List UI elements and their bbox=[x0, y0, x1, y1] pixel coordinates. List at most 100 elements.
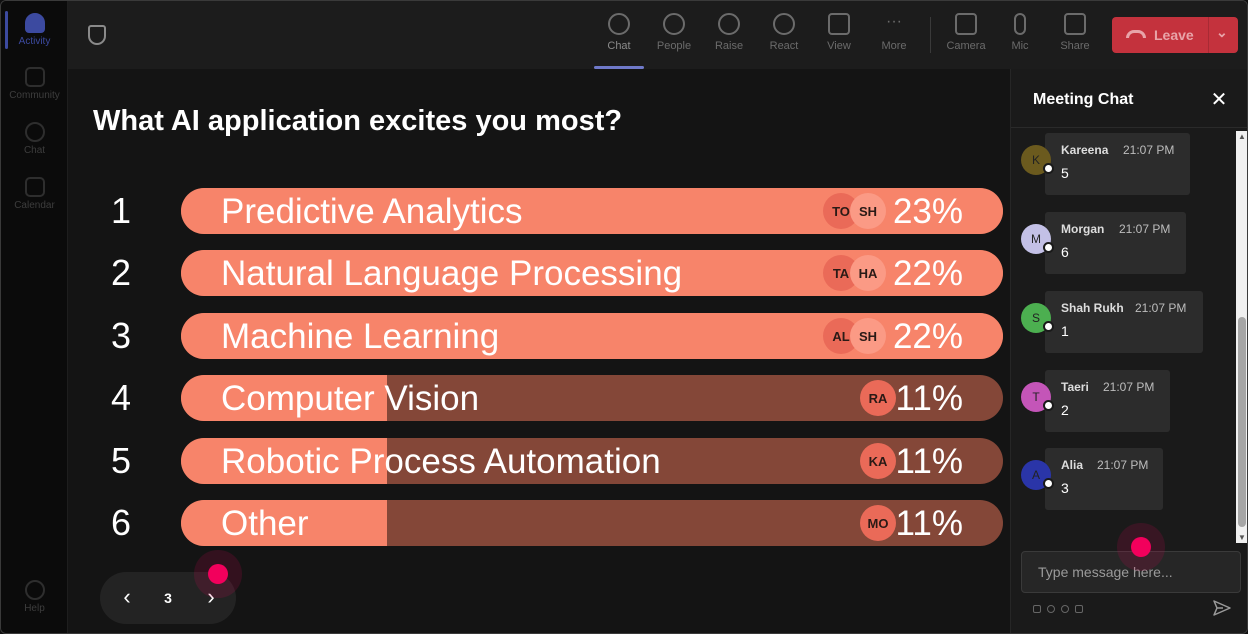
gif-icon[interactable] bbox=[1075, 605, 1083, 613]
rail-item-community[interactable]: Community bbox=[1, 67, 68, 101]
message-input[interactable] bbox=[1021, 551, 1241, 593]
chat-message: Morgan 21:07 PM 6 bbox=[1045, 212, 1186, 274]
poll-option-label: Other bbox=[221, 504, 309, 543]
leave-button[interactable]: Leave ⌄ bbox=[1112, 17, 1238, 53]
poll-option-label: Computer Vision bbox=[221, 379, 480, 418]
chat-title: Meeting Chat bbox=[1033, 91, 1134, 108]
attach-icon[interactable] bbox=[1047, 605, 1055, 613]
poll-option-bar[interactable]: Predictive Analytics TO SH 23% bbox=[181, 188, 1003, 234]
poll-option-number: 3 bbox=[110, 315, 132, 356]
poll-option-percent: 22% bbox=[892, 254, 963, 293]
avatar[interactable]: A bbox=[1021, 460, 1054, 490]
rail-item-help[interactable]: Help bbox=[1, 580, 68, 614]
chat-panel: Meeting Chat ✕ Kareena 21:07 PM 5 K Morgan 21… bbox=[1010, 69, 1247, 633]
scroll-down-icon[interactable]: ▼ bbox=[1238, 533, 1246, 542]
chat-button[interactable]: Chat bbox=[592, 11, 646, 69]
left-rail: Activity Community Chat Calendar Help bbox=[1, 1, 68, 633]
camera-button[interactable]: Camera bbox=[939, 11, 993, 63]
avatar-initial: S bbox=[1031, 311, 1040, 325]
rail-item-calendar[interactable]: Calendar bbox=[1, 177, 68, 211]
message-text: 6 bbox=[1061, 244, 1069, 260]
send-icon[interactable] bbox=[1213, 599, 1231, 617]
message-sender: Taeri bbox=[1061, 380, 1089, 394]
chat-message: Taeri 21:07 PM 2 bbox=[1045, 370, 1170, 432]
camera-button-label: Camera bbox=[946, 40, 986, 52]
poll-question: What AI application excites you most? bbox=[93, 105, 623, 137]
presence-indicator bbox=[1043, 478, 1054, 489]
voter-avatar: HA bbox=[850, 255, 886, 291]
poll-option-label: Robotic Process Automation bbox=[221, 442, 661, 481]
poll-option-bar[interactable]: Other MO 11% bbox=[181, 500, 1003, 546]
mic-icon bbox=[1014, 13, 1026, 35]
rail-item-activity[interactable]: Activity bbox=[1, 13, 68, 47]
toolbar-divider bbox=[930, 17, 931, 53]
voter-avatar: SH bbox=[850, 318, 886, 354]
avatar[interactable]: T bbox=[1021, 382, 1054, 412]
chevron-right-icon[interactable]: › bbox=[207, 584, 215, 609]
chat-scrollbar[interactable]: ▲ ▼ bbox=[1236, 131, 1247, 543]
avatar[interactable]: M bbox=[1021, 224, 1054, 254]
scroll-up-icon[interactable]: ▲ bbox=[1238, 132, 1246, 141]
chat-icon bbox=[24, 122, 45, 142]
help-icon bbox=[24, 580, 45, 600]
message-timestamp: 21:07 PM bbox=[1119, 222, 1171, 236]
meeting-toolbar: Chat People Raise React View ··· More Ca… bbox=[68, 1, 1247, 69]
share-button-label: Share bbox=[1060, 40, 1090, 52]
people-button[interactable]: People bbox=[647, 11, 701, 63]
message-text: 1 bbox=[1061, 323, 1069, 339]
avatar[interactable]: K bbox=[1021, 145, 1054, 175]
rail-item-chat[interactable]: Chat bbox=[1, 122, 68, 156]
shield-icon[interactable] bbox=[88, 25, 106, 45]
scrollbar-thumb[interactable] bbox=[1238, 317, 1246, 527]
mic-button[interactable]: Mic bbox=[993, 11, 1047, 63]
avatar[interactable]: S bbox=[1021, 303, 1054, 333]
rail-item-label: Chat bbox=[23, 145, 46, 156]
camera-off-icon bbox=[955, 13, 977, 35]
poll-option-percent: 11% bbox=[895, 442, 963, 481]
poll-option-number: 2 bbox=[110, 252, 132, 293]
people-icon bbox=[663, 13, 685, 35]
chat-button-label: Chat bbox=[607, 40, 631, 52]
react-icon bbox=[773, 13, 795, 35]
avatar-initial: A bbox=[1031, 468, 1040, 482]
raise-hand-button[interactable]: Raise bbox=[702, 11, 756, 63]
people-button-label: People bbox=[656, 40, 692, 52]
avatar-initial: T bbox=[1032, 390, 1040, 404]
poll-option-bar[interactable]: Machine Learning AL SH 22% bbox=[181, 313, 1003, 359]
leave-divider bbox=[1208, 17, 1209, 53]
voter-avatar: SH bbox=[850, 193, 886, 229]
page-number: 3 bbox=[164, 590, 172, 606]
poll-option-fill bbox=[181, 438, 387, 484]
avatar-initial: M bbox=[1031, 232, 1041, 246]
poll-option-bar[interactable]: Natural Language Processing TA HA 22% bbox=[181, 250, 1003, 296]
message-text: 5 bbox=[1061, 165, 1069, 181]
chevron-down-icon[interactable]: ⌄ bbox=[1216, 24, 1228, 40]
poll-option-fill bbox=[181, 500, 387, 546]
close-icon[interactable]: ✕ bbox=[1210, 89, 1228, 111]
message-text: 2 bbox=[1061, 402, 1069, 418]
message-sender: Morgan bbox=[1061, 222, 1105, 236]
react-button[interactable]: React bbox=[757, 11, 811, 63]
share-button[interactable]: Share bbox=[1048, 11, 1102, 63]
poll-option-number: 6 bbox=[110, 502, 132, 543]
raise-hand-icon bbox=[718, 13, 740, 35]
poll-option-number: 1 bbox=[110, 190, 132, 231]
format-icon[interactable] bbox=[1033, 605, 1041, 613]
poll-option-label: Predictive Analytics bbox=[221, 192, 523, 231]
poll-option-number: 5 bbox=[110, 440, 132, 481]
view-button[interactable]: View bbox=[812, 11, 866, 63]
chevron-left-icon[interactable]: ‹ bbox=[123, 584, 131, 609]
poll-option-bar[interactable]: Computer Vision RA 11% bbox=[181, 375, 1003, 421]
message-timestamp: 21:07 PM bbox=[1123, 143, 1175, 157]
more-button[interactable]: ··· More bbox=[867, 11, 921, 63]
mic-button-label: Mic bbox=[1011, 40, 1029, 52]
presence-indicator bbox=[1043, 321, 1054, 332]
view-icon bbox=[828, 13, 850, 35]
poll-option-bar[interactable]: Robotic Process Automation KA 11% bbox=[181, 438, 1003, 484]
poll-option-label: Machine Learning bbox=[221, 317, 500, 356]
presence-indicator bbox=[1043, 242, 1054, 253]
emoji-icon[interactable] bbox=[1061, 605, 1069, 613]
community-icon bbox=[24, 67, 45, 87]
pointer-indicator bbox=[1131, 537, 1151, 557]
poll-option-percent: 22% bbox=[892, 317, 963, 356]
